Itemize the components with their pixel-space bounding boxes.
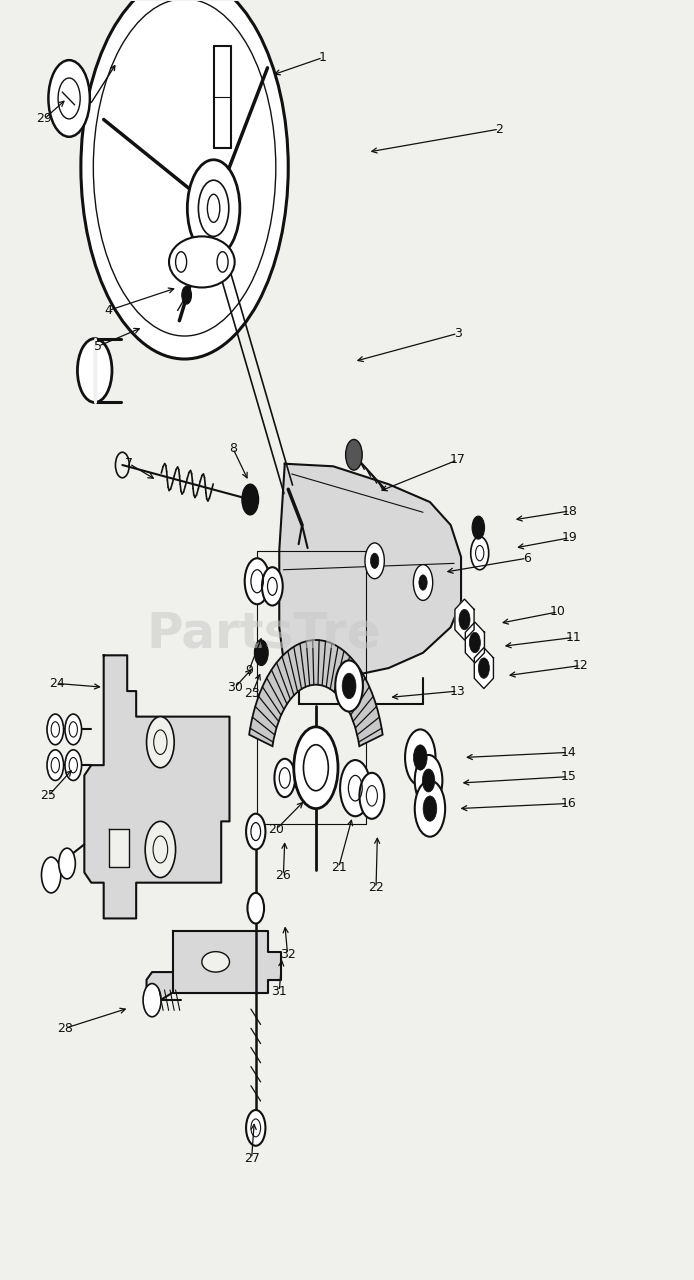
Circle shape bbox=[143, 983, 161, 1016]
Circle shape bbox=[469, 632, 480, 653]
Circle shape bbox=[145, 822, 176, 878]
Text: 25: 25 bbox=[40, 790, 56, 803]
Text: 3: 3 bbox=[454, 326, 462, 340]
Circle shape bbox=[154, 730, 167, 754]
Text: 12: 12 bbox=[573, 659, 589, 672]
Text: 23: 23 bbox=[244, 687, 260, 700]
Text: 18: 18 bbox=[561, 504, 577, 517]
Circle shape bbox=[340, 760, 371, 817]
Text: 32: 32 bbox=[280, 947, 296, 961]
Circle shape bbox=[342, 673, 356, 699]
Circle shape bbox=[65, 714, 82, 745]
Circle shape bbox=[246, 814, 265, 850]
Circle shape bbox=[415, 755, 442, 806]
Text: 16: 16 bbox=[560, 797, 576, 810]
Circle shape bbox=[246, 1110, 265, 1146]
Text: 4: 4 bbox=[105, 303, 112, 317]
Circle shape bbox=[294, 727, 338, 809]
Text: 1: 1 bbox=[319, 51, 327, 64]
Circle shape bbox=[262, 567, 282, 605]
Circle shape bbox=[242, 484, 259, 515]
Text: 28: 28 bbox=[57, 1021, 73, 1034]
Circle shape bbox=[47, 714, 64, 745]
Text: 31: 31 bbox=[271, 984, 287, 997]
Text: 30: 30 bbox=[227, 681, 243, 694]
Circle shape bbox=[146, 717, 174, 768]
Text: 13: 13 bbox=[450, 685, 466, 698]
Text: 8: 8 bbox=[229, 442, 237, 454]
Circle shape bbox=[78, 339, 112, 402]
Circle shape bbox=[248, 893, 264, 924]
Text: 21: 21 bbox=[331, 861, 346, 874]
Text: 19: 19 bbox=[561, 531, 577, 544]
Text: 2: 2 bbox=[495, 123, 503, 136]
Circle shape bbox=[42, 858, 61, 893]
Circle shape bbox=[274, 759, 295, 797]
Circle shape bbox=[365, 543, 384, 579]
Text: 9: 9 bbox=[245, 664, 253, 677]
Circle shape bbox=[459, 609, 470, 630]
Text: 22: 22 bbox=[368, 882, 384, 895]
Polygon shape bbox=[173, 932, 281, 992]
Polygon shape bbox=[146, 972, 173, 1005]
Circle shape bbox=[346, 439, 362, 470]
Polygon shape bbox=[465, 622, 484, 663]
Circle shape bbox=[419, 575, 428, 590]
Circle shape bbox=[335, 660, 363, 712]
Text: 27: 27 bbox=[244, 1152, 260, 1165]
Circle shape bbox=[423, 769, 434, 792]
Polygon shape bbox=[455, 599, 474, 640]
Circle shape bbox=[59, 849, 76, 879]
Circle shape bbox=[217, 252, 228, 273]
Text: 6: 6 bbox=[523, 552, 531, 564]
Circle shape bbox=[415, 781, 445, 837]
Circle shape bbox=[371, 553, 379, 568]
Text: 20: 20 bbox=[269, 823, 285, 836]
Polygon shape bbox=[474, 648, 493, 689]
Circle shape bbox=[471, 536, 489, 570]
Circle shape bbox=[414, 564, 433, 600]
Circle shape bbox=[81, 0, 288, 358]
Text: 11: 11 bbox=[566, 631, 582, 644]
Text: 24: 24 bbox=[49, 677, 65, 690]
Text: 14: 14 bbox=[560, 746, 576, 759]
Text: 5: 5 bbox=[94, 339, 102, 353]
Circle shape bbox=[255, 640, 268, 666]
Text: 17: 17 bbox=[450, 453, 466, 466]
Circle shape bbox=[187, 160, 240, 257]
Text: 26: 26 bbox=[276, 869, 291, 882]
Circle shape bbox=[65, 750, 82, 781]
Text: 7: 7 bbox=[125, 457, 133, 470]
Text: 29: 29 bbox=[36, 113, 52, 125]
Circle shape bbox=[414, 745, 427, 771]
Circle shape bbox=[303, 745, 328, 791]
Text: PartsTre: PartsTre bbox=[146, 609, 382, 658]
Text: 10: 10 bbox=[550, 605, 566, 618]
Circle shape bbox=[245, 558, 269, 604]
Circle shape bbox=[153, 836, 168, 863]
Circle shape bbox=[176, 252, 187, 273]
Circle shape bbox=[423, 796, 437, 822]
Circle shape bbox=[49, 60, 90, 137]
Polygon shape bbox=[279, 463, 461, 678]
Wedge shape bbox=[249, 640, 382, 746]
Circle shape bbox=[47, 750, 64, 781]
Circle shape bbox=[472, 516, 484, 539]
Ellipse shape bbox=[202, 951, 230, 972]
Circle shape bbox=[182, 287, 192, 305]
Circle shape bbox=[198, 180, 229, 237]
Polygon shape bbox=[108, 829, 129, 868]
Polygon shape bbox=[85, 655, 230, 919]
Circle shape bbox=[478, 658, 489, 678]
Ellipse shape bbox=[169, 237, 235, 288]
Text: 15: 15 bbox=[560, 771, 576, 783]
Circle shape bbox=[405, 730, 435, 786]
Circle shape bbox=[359, 773, 384, 819]
